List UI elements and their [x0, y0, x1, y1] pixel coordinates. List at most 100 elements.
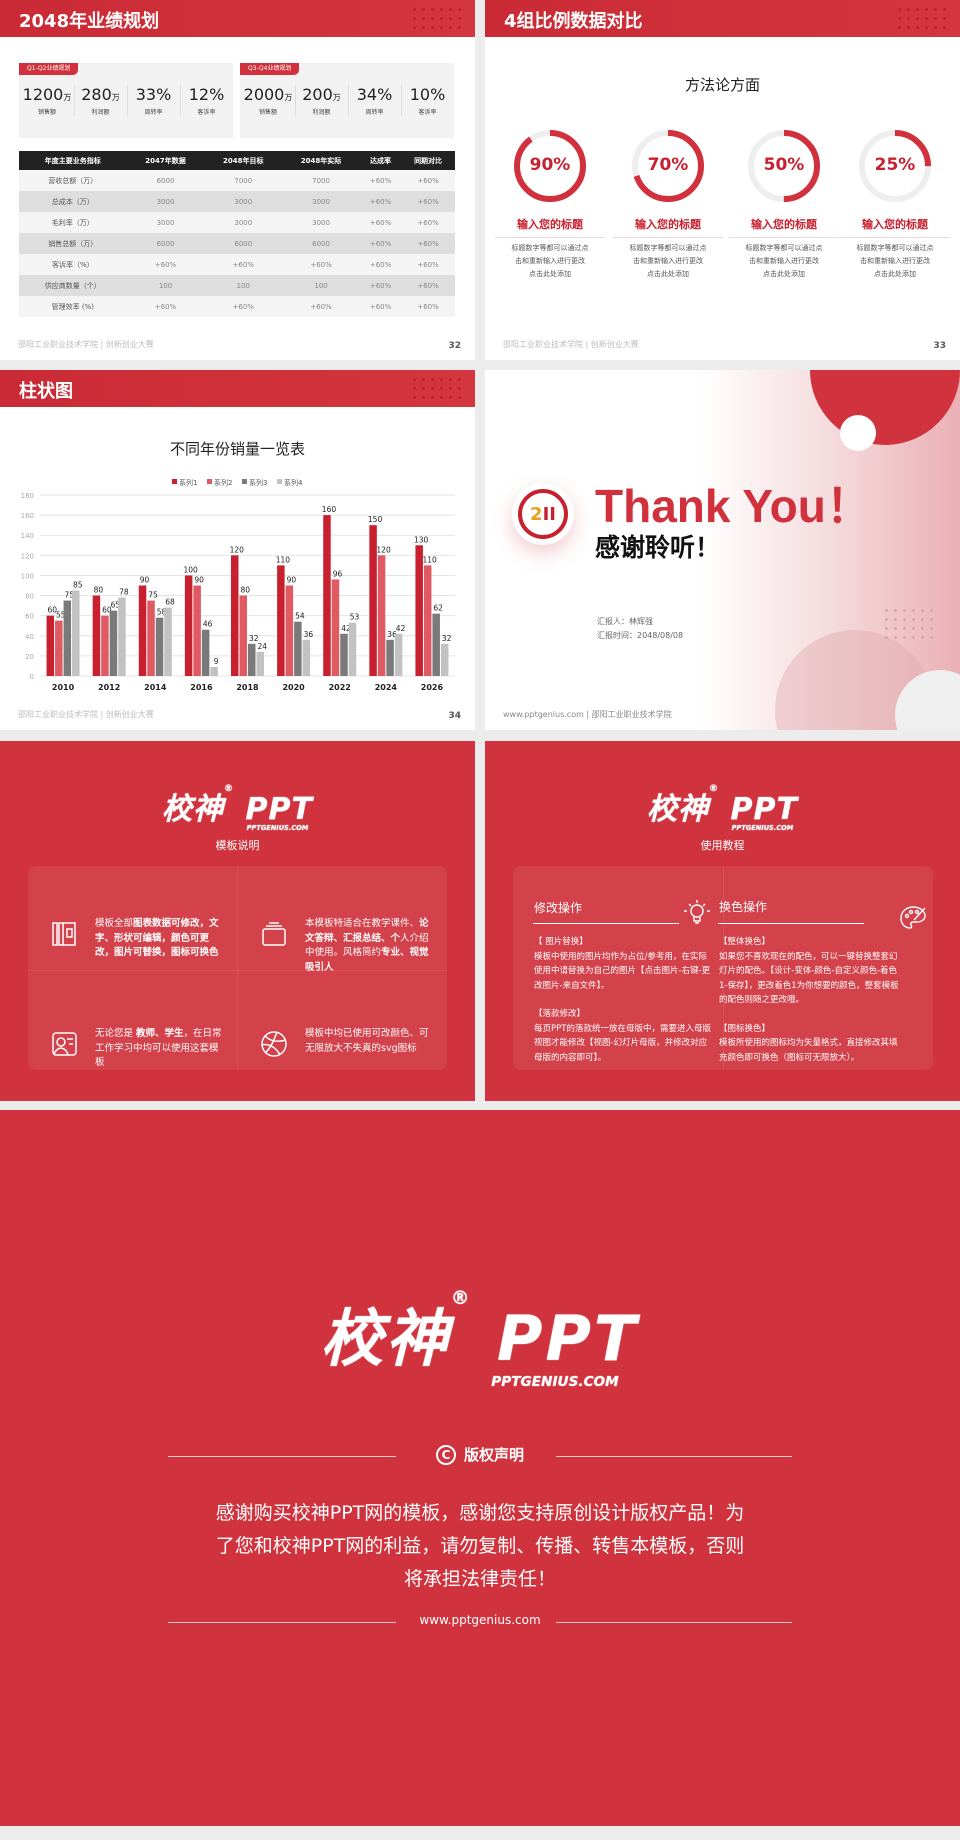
kpi-item: 1200万 销售额: [22, 85, 72, 116]
bar: [277, 565, 285, 676]
footer-text: 邵阳工业职业技术学院 | 创新创业大赛: [18, 710, 154, 719]
slide-35-thank-you: 2 II Thank You！ 感谢聆听！ 汇报人：林辉强 汇报时间：2048/0…: [485, 370, 960, 730]
progress-ring: 25%: [857, 128, 933, 204]
copyright-line: 将承担法律责任！: [403, 1568, 556, 1590]
data-label: 36: [304, 630, 314, 639]
table-row: 客诉率（%） +60% +60% +60% +60% +60%: [19, 254, 455, 275]
ring-label: 90%: [529, 155, 571, 175]
data-label: 160: [322, 505, 337, 514]
decor-circle-red: [810, 370, 960, 445]
table-cell: 营收总额（万）: [19, 170, 127, 191]
dot-pattern: [410, 5, 465, 33]
column-header: 达成率: [359, 151, 402, 170]
data-label: 130: [414, 535, 429, 544]
school-logo: 2 II: [512, 483, 574, 545]
slide-tutorial: 校神® PPT PPTGENIUS.COM 使用教程 修改操作【 图片替换】 模板中…: [485, 741, 960, 1101]
x-tick-label: 2018: [236, 683, 259, 692]
item-title: 输入您的标题: [840, 216, 950, 238]
data-label: 32: [249, 634, 259, 643]
dot-pattern: [410, 375, 465, 403]
page-number: 34: [448, 711, 461, 721]
brand-logo: 校神® PPT PPTGENIUS.COM: [647, 784, 798, 832]
slide-33: 4组比例数据对比 方法论方面 90% 输入您的标题 标题数字等都可以通过点 击和重新输…: [485, 0, 960, 360]
bar: [323, 515, 331, 676]
bar: [55, 620, 63, 676]
ring-label: 70%: [647, 155, 689, 175]
page-number: 33: [933, 341, 946, 351]
divider: [168, 1622, 396, 1623]
x-tick-label: 2010: [52, 683, 75, 692]
y-tick-label: 120: [21, 552, 34, 560]
item-title: 输入您的标题: [495, 216, 605, 238]
heading-underline: [718, 923, 864, 924]
column-header: 2047年数据: [126, 151, 205, 170]
bar: [348, 622, 357, 676]
tutorial-text: 【整体换色】 如果您不喜欢现在的配色，可以一键替换整套幻灯片的配色。【设计-变体-…: [719, 937, 899, 1063]
note-text: 本模板特适合在教学课件、论文答辩、汇报总结、个人介绍中使用。风格简约专业、视觉吸…: [305, 918, 429, 973]
table-cell: 销售总额（万）: [19, 233, 127, 254]
card-tag: Q1-Q2业绩规划: [19, 63, 79, 75]
data-label: 68: [165, 598, 175, 607]
website-link[interactable]: www.pptgenius.com: [419, 1613, 541, 1627]
kpi-item: 10% 客诉率: [401, 85, 453, 116]
bar: [109, 610, 118, 676]
table-cell: +60%: [359, 191, 402, 212]
table-cell: +60%: [359, 233, 402, 254]
ring-label: 50%: [763, 155, 805, 175]
data-label: 60: [48, 606, 58, 615]
table-cell: 管理效率 (%): [19, 296, 127, 317]
ring-caption: 输入您的标题标题数字等都可以通过点 击和重新输入进行更改 点击此处添加: [840, 216, 950, 281]
copyright-line: 感谢购买校神PPT网的模板，感谢您支持原创设计版权产品！为: [215, 1502, 745, 1524]
slide-title: 2048年业绩规划: [19, 11, 160, 32]
y-tick-label: 60: [25, 613, 34, 621]
item-desc: 标题数字等都可以通过点 击和重新输入进行更改 点击此处添加: [629, 244, 707, 278]
table-cell: +60%: [359, 170, 402, 191]
table-row: 供应商数量（个） 100 100 100 +60% +60%: [19, 275, 455, 296]
y-tick-label: 40: [25, 633, 34, 641]
table-cell: +60%: [401, 212, 455, 233]
x-tick-label: 2026: [421, 683, 444, 692]
data-label: 80: [240, 586, 250, 595]
data-label: 110: [423, 555, 438, 564]
table-cell: 客诉率（%）: [19, 254, 127, 275]
table-cell: +60%: [204, 296, 283, 317]
ring-caption: 输入您的标题 标题数字等都可以通过点 击和重新输入进行更改 点击此处添加: [495, 216, 605, 281]
tutorial-box: [513, 866, 933, 1070]
dot-pattern: [882, 606, 938, 642]
data-label: 90: [140, 576, 150, 585]
table-cell: 毛利率（万）: [19, 212, 127, 233]
user-card-icon: [50, 1030, 78, 1058]
slide-template-notes: 校神® PPT PPTGENIUS.COM 模板说明 模板全部图表数据可修改，文字…: [0, 741, 475, 1101]
slide-34: 柱状图 不同年份销量一览表 0 20 40 60 80 100 120 140 160 180 20…: [0, 370, 475, 730]
chart-title: 不同年份销量一览表: [169, 440, 305, 458]
table-cell: 7000: [282, 170, 360, 191]
legend-swatch: [172, 479, 177, 484]
note-text: 模板全部图表数据可修改，文字、形状可编辑，颜色可更改，图片可替换，图标可换色: [95, 918, 219, 958]
bar: [193, 585, 201, 676]
data-label: 53: [350, 613, 360, 622]
bar: [101, 615, 109, 676]
item-desc: 标题数字等都可以通过点 击和重新输入进行更改 点击此处添加: [856, 244, 934, 278]
table-cell: +60%: [401, 233, 455, 254]
pages-icon: [50, 920, 78, 948]
bar: [394, 633, 403, 676]
data-label: 96: [333, 569, 343, 578]
table-cell: 6000: [204, 233, 283, 254]
column-header: 年度主要业务指标: [19, 151, 127, 170]
bar: [340, 633, 348, 676]
card-tag: Q3-Q4业绩规划: [240, 63, 300, 75]
data-label: 55: [56, 611, 66, 620]
table-cell: 3000: [282, 212, 360, 233]
divider: [556, 1622, 792, 1623]
section-title: 使用教程: [700, 839, 745, 852]
y-tick-label: 80: [25, 593, 34, 601]
decor-circle-white: [840, 415, 876, 451]
data-label: 36: [387, 630, 397, 639]
kpi-item: 280万 利润额: [74, 85, 126, 116]
data-label: 65: [111, 601, 121, 610]
section-subtitle: 方法论方面: [684, 76, 760, 94]
legend-swatch: [207, 479, 212, 484]
table-cell: +60%: [359, 254, 402, 275]
bar: [331, 579, 340, 676]
copyright-section: 校神® PPT PPTGENIUS.COM C 版权声明 感谢购买校神PPT网的模板…: [0, 1110, 960, 1826]
